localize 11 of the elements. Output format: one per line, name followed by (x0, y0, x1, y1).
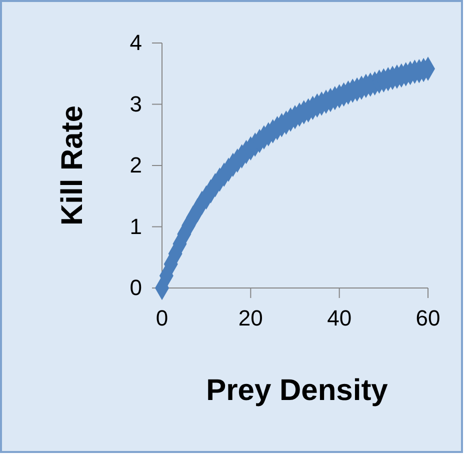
y-axis-title: Kill Rate (56, 105, 89, 226)
y-tick-label: 3 (130, 91, 142, 116)
x-tick-label: 60 (416, 306, 440, 331)
y-tick-label: 4 (130, 30, 142, 56)
y-tick-label: 0 (130, 275, 142, 300)
x-tick-label: 40 (327, 306, 352, 331)
x-tick-label: 20 (238, 306, 263, 331)
y-tick-label: 2 (130, 152, 142, 178)
x-axis-title: Prey Density (206, 374, 388, 407)
y-tick-label: 1 (130, 214, 142, 239)
x-tick-label: 0 (156, 306, 168, 331)
